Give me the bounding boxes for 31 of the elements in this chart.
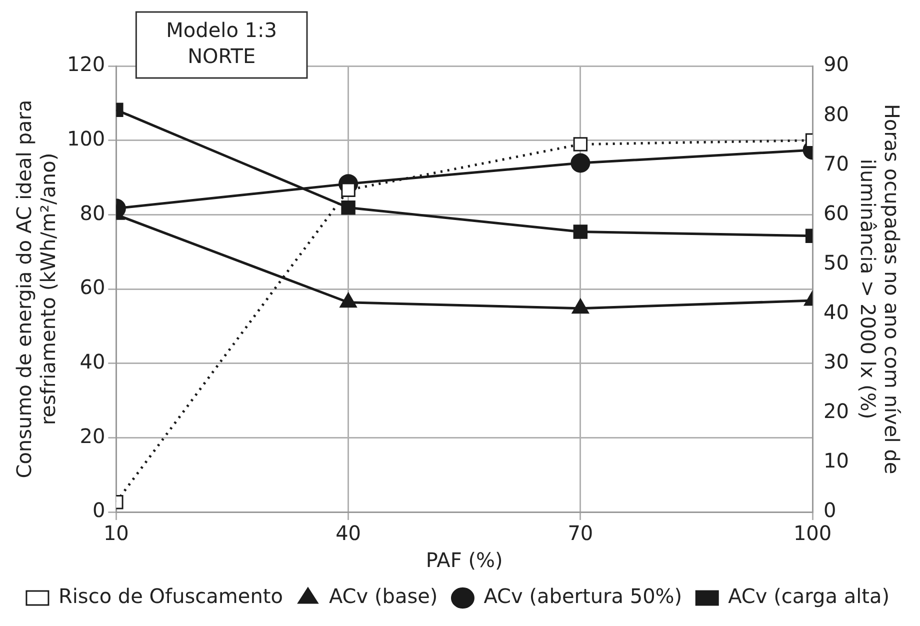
y2-tick-label: 0 <box>824 498 836 522</box>
y-tick-label: 80 <box>80 200 106 225</box>
y-tick-label: 60 <box>80 275 106 300</box>
x-tick-label: 100 <box>793 521 832 546</box>
legend-label: ACv (base) <box>328 584 438 608</box>
y2-tick-label: 50 <box>824 250 850 274</box>
y2-tick-label: 20 <box>824 399 850 424</box>
y-tick-label: 0 <box>92 498 106 522</box>
y-tick-label: 120 <box>66 52 106 76</box>
y2-tick-label: 60 <box>824 200 850 225</box>
x-tick-label: 10 <box>103 521 129 546</box>
y-tick-label: 20 <box>80 424 106 448</box>
point <box>572 298 589 314</box>
x-tick-label: 40 <box>336 521 362 546</box>
y2-tick-label: 90 <box>824 52 850 76</box>
y2-axis-title: Horas ocupadas no ano com nível de iluminância > 2000 lx (%) <box>856 104 904 474</box>
y-tick-label: 40 <box>80 350 106 374</box>
annotation: Modelo 1:3 NORTE <box>166 18 278 68</box>
legend-label: ACv (abertura 50%) <box>484 584 682 608</box>
point <box>340 292 357 308</box>
y-axis-title: Consumo de energia do AC ideal para resfriamento (kWh/m²/ano) <box>12 100 60 478</box>
x-tick-label: 70 <box>568 521 594 546</box>
x-axis-title: PAF (%) <box>426 548 503 572</box>
legend-label: Risco de Ofuscamento <box>58 584 283 608</box>
y-tick-label: 100 <box>66 126 106 151</box>
legend-label: ACv (carga alta) <box>728 584 890 608</box>
y2-tick-label: 80 <box>824 102 850 126</box>
y2-tick-label: 30 <box>824 350 850 374</box>
y2-tick-label: 70 <box>824 151 850 176</box>
y2-tick-label: 40 <box>824 300 850 324</box>
y2-tick-label: 10 <box>824 448 850 473</box>
